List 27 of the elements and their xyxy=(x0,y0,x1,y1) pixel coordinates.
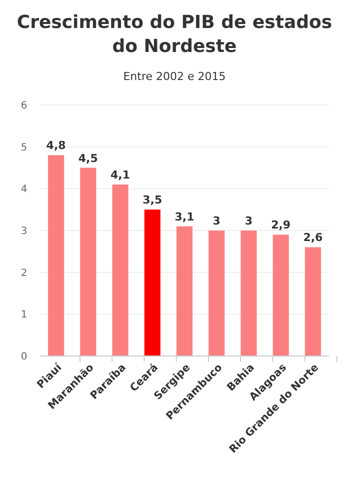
bar xyxy=(48,155,64,356)
bar xyxy=(80,168,96,356)
chart-title: Crescimento do PIB de estados do Nordeste xyxy=(16,12,332,57)
y-tick-label: 6 xyxy=(20,100,28,112)
data-label: 4,1 xyxy=(110,168,130,182)
data-label: 4,8 xyxy=(46,139,66,152)
data-label: 4,5 xyxy=(78,152,98,165)
chart-subtitle: Entre 2002 e 2015 xyxy=(123,70,226,83)
data-label: 3 xyxy=(244,214,253,228)
data-label: 2,6 xyxy=(303,231,324,244)
bar xyxy=(240,230,257,356)
bar xyxy=(112,184,128,356)
data-label: 2,9 xyxy=(271,218,291,232)
y-tick-label: 0 xyxy=(20,352,28,362)
bar xyxy=(176,226,193,356)
y-tick-label: 5 xyxy=(20,142,28,154)
y-tick-label: 1 xyxy=(20,310,28,321)
y-tick-label: 3 xyxy=(20,226,28,237)
data-label: 3,5 xyxy=(142,194,162,207)
data-label: 3 xyxy=(212,214,220,228)
bar xyxy=(144,210,160,356)
data-label: 3,1 xyxy=(174,210,194,224)
bar xyxy=(272,234,289,356)
y-tick-label: 2 xyxy=(20,268,28,279)
y-tick-label: 4 xyxy=(20,184,28,196)
bar xyxy=(208,230,225,356)
bar xyxy=(304,247,321,356)
